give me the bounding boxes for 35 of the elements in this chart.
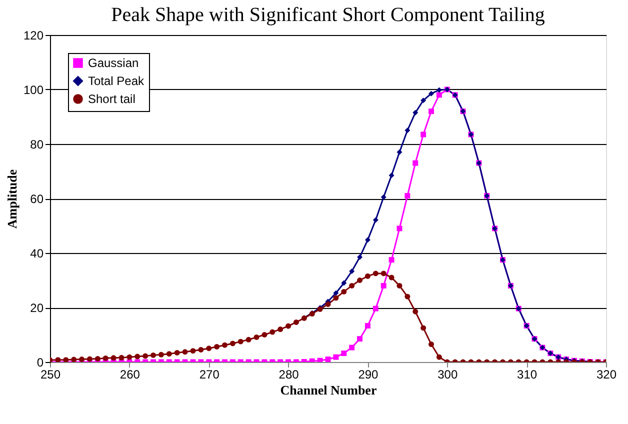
x-tick-label: 310 <box>517 368 538 382</box>
y-tick-label: 120 <box>23 28 44 42</box>
y-tick-label: 80 <box>30 138 44 152</box>
x-tick-label: 280 <box>278 368 300 382</box>
x-tick-label: 270 <box>199 368 220 382</box>
point <box>349 268 355 274</box>
x-tick-label: 300 <box>438 368 458 382</box>
y-axis-title: Amplitude <box>4 169 20 229</box>
x-tick-label: 250 <box>40 368 61 382</box>
point <box>357 254 363 260</box>
point <box>428 90 434 96</box>
point <box>436 87 442 93</box>
point <box>420 98 426 104</box>
chart-title: Peak Shape with Significant Short Component Tailing <box>111 4 545 26</box>
legend-label: Gaussian <box>88 56 139 70</box>
point <box>364 237 370 243</box>
point <box>404 128 410 134</box>
legend-label: Short tail <box>88 92 136 106</box>
point <box>333 290 339 296</box>
legend-label: Total Peak <box>88 74 146 88</box>
x-axis-title: Channel Number <box>280 382 377 398</box>
point <box>341 280 347 286</box>
x-tick-label: 260 <box>120 368 140 382</box>
point <box>380 194 386 200</box>
point <box>412 110 418 116</box>
point <box>388 172 394 178</box>
y-tick-label: 0 <box>36 356 44 370</box>
x-tick-label: 290 <box>358 368 379 382</box>
y-tick-label: 40 <box>30 246 44 260</box>
y-tick-label: 60 <box>30 192 44 206</box>
x-tick-label: 320 <box>596 368 617 382</box>
point <box>372 217 378 223</box>
y-tick-label: 100 <box>23 83 44 97</box>
point <box>396 149 402 155</box>
y-tick-label: 20 <box>30 301 44 315</box>
